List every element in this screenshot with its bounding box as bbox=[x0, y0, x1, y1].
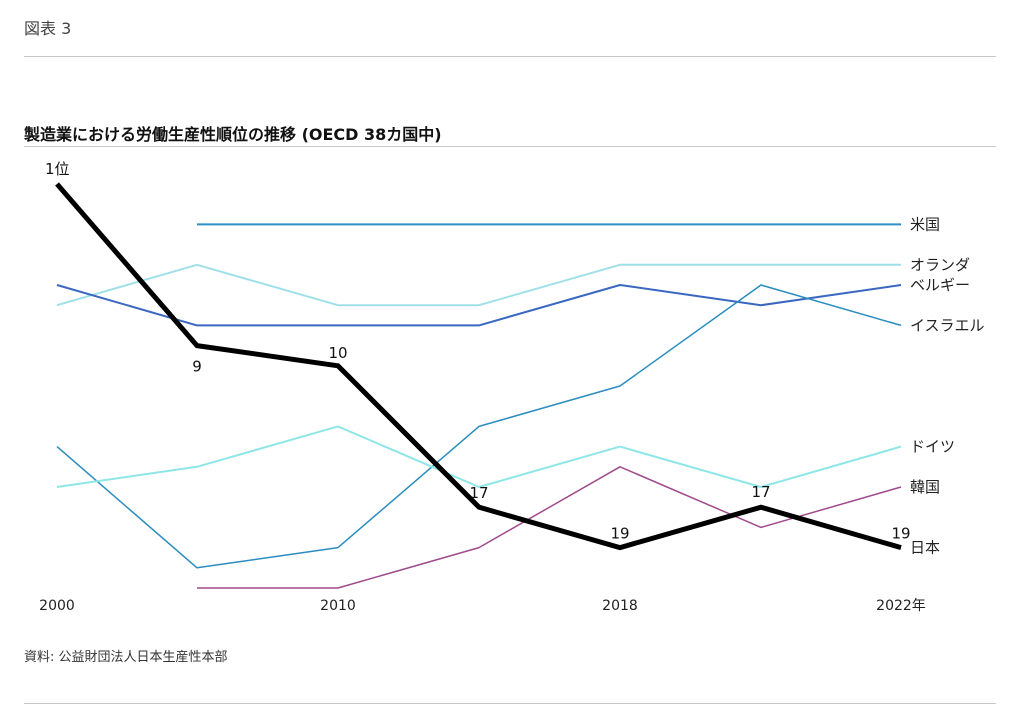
x-tick-label-3: 2022年 bbox=[876, 598, 926, 614]
series-line-1 bbox=[56, 263, 901, 307]
figure-label: 図表 3 bbox=[24, 19, 72, 38]
rank-annotation-1: 9 bbox=[192, 358, 202, 376]
x-tick-label-2: 2018 bbox=[602, 598, 638, 614]
series-label-4: ドイツ bbox=[910, 438, 955, 456]
series-line-3 bbox=[56, 284, 902, 569]
series-label-5: 韓国 bbox=[910, 478, 940, 496]
chart-title: 製造業における労働生産性順位の推移 (OECD 38カ国中) bbox=[24, 125, 442, 144]
source-note: 資料: 公益財団法人日本生産性本部 bbox=[24, 650, 228, 665]
series-line-2 bbox=[56, 284, 902, 327]
rank-annotation-4: 19 bbox=[610, 525, 629, 543]
series-label-0: 米国 bbox=[910, 215, 940, 233]
rank-annotation-5: 17 bbox=[751, 483, 770, 501]
rank-annotation-2: 10 bbox=[328, 344, 347, 362]
series-line-4 bbox=[56, 425, 902, 488]
series-line-5 bbox=[197, 466, 902, 589]
top-rule bbox=[24, 56, 996, 57]
series-label-2: ベルギー bbox=[910, 276, 970, 294]
series-label-3: イスラエル bbox=[910, 316, 985, 334]
series-label-6: 日本 bbox=[910, 539, 940, 557]
rank-annotation-3: 17 bbox=[469, 484, 488, 502]
bottom-rule bbox=[24, 703, 996, 704]
title-rule bbox=[24, 146, 996, 147]
rank-annotation-6: 19 bbox=[891, 525, 910, 543]
rank-annotation-0: 1位 bbox=[45, 160, 70, 178]
series-label-1: オランダ bbox=[910, 256, 970, 274]
series-line-6 bbox=[55, 182, 902, 551]
x-tick-label-0: 2000 bbox=[39, 598, 75, 614]
x-tick-label-1: 2010 bbox=[320, 598, 356, 614]
